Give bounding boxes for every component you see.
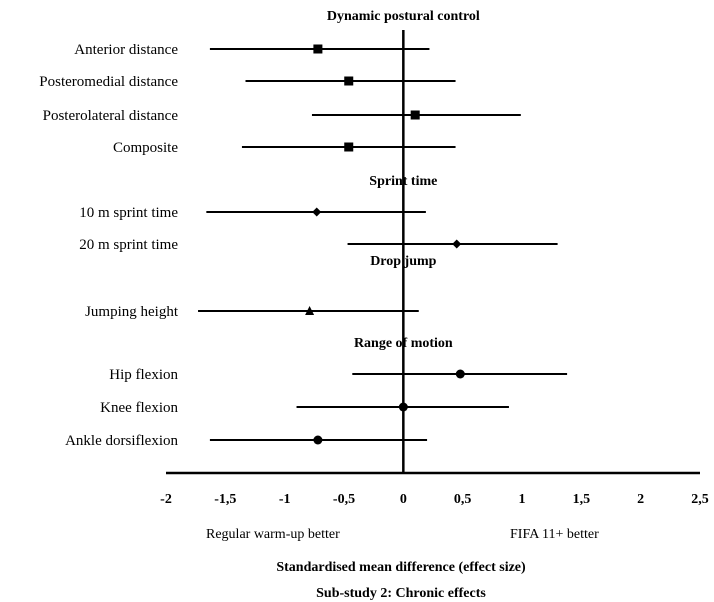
point-estimate-triangle — [305, 306, 315, 315]
point-estimate-square — [344, 76, 354, 86]
row-label: Posteromedial distance — [39, 74, 178, 90]
point-estimate-square — [410, 110, 420, 120]
row-label: Jumping height — [85, 304, 179, 320]
forest-rows: Anterior distance Posteromedial distance P… — [39, 42, 568, 449]
x-tick-label: -1,5 — [214, 492, 236, 507]
point-estimate-square — [313, 44, 323, 54]
x-tick-label: 1,5 — [573, 492, 591, 507]
row-label: 20 m sprint time — [79, 237, 178, 253]
group-title: Dynamic postural control — [327, 9, 480, 24]
point-estimate-diamond — [452, 239, 462, 249]
row-label: Ankle dorsiflexion — [65, 433, 178, 449]
point-estimate-square — [344, 142, 354, 152]
x-tick-label: -2 — [160, 492, 172, 507]
x-tick-label: -1 — [279, 492, 291, 507]
left-favours-note: Regular warm-up better — [206, 527, 340, 542]
row-label: Knee flexion — [100, 400, 178, 416]
x-axis-ticks: -2 -1,5 -1 -0,5 0 0,5 1 1,5 2 2,5 — [160, 492, 709, 507]
point-estimate-circle — [313, 435, 323, 445]
x-tick-label: 1 — [519, 492, 526, 507]
x-tick-label: 0,5 — [454, 492, 472, 507]
x-tick-label: 2 — [637, 492, 644, 507]
point-estimate-diamond — [312, 207, 322, 217]
point-estimate-circle — [455, 369, 465, 379]
row-label: 10 m sprint time — [79, 205, 178, 221]
row-label: Posterolateral distance — [43, 108, 179, 124]
x-tick-label: 0 — [400, 492, 407, 507]
right-favours-note: FIFA 11+ better — [510, 527, 599, 542]
row-label: Hip flexion — [109, 367, 178, 383]
chart-caption: Sub-study 2: Chronic effects — [316, 586, 486, 601]
x-tick-label: -0,5 — [333, 492, 355, 507]
row-label: Composite — [113, 140, 178, 156]
x-axis-title: Standardised mean difference (effect siz… — [276, 560, 526, 575]
row-label: Anterior distance — [74, 42, 178, 58]
x-tick-label: 2,5 — [691, 492, 709, 507]
